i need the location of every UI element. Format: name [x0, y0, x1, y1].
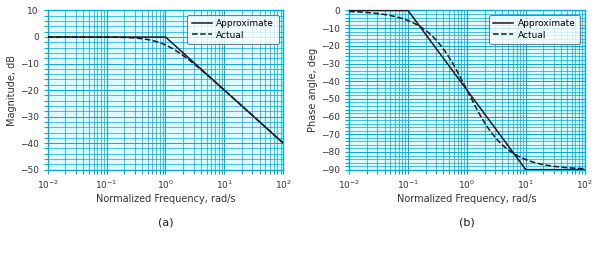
Line: Approximate: Approximate [48, 37, 283, 143]
Approximate [238, 104, 245, 107]
Approximate [521, 167, 529, 170]
Actual [539, 163, 547, 166]
Actual [220, 88, 227, 91]
Actual [134, 37, 142, 40]
Actual [436, 42, 443, 45]
Actual [197, 68, 205, 71]
Approximate [581, 168, 588, 171]
Approximate [134, 35, 142, 38]
Actual [87, 36, 94, 39]
X-axis label: Normalized Frequency, rad/s: Normalized Frequency, rad/s [96, 194, 235, 204]
Legend: Approximate, Actual: Approximate, Actual [489, 15, 580, 44]
Approximate [499, 136, 506, 140]
Approximate [280, 142, 287, 145]
Approximate [220, 88, 227, 91]
Line: Actual: Actual [48, 37, 283, 143]
Actual [185, 58, 193, 61]
Approximate [197, 67, 205, 70]
Actual [499, 143, 506, 146]
Approximate [487, 120, 494, 123]
Text: (b): (b) [459, 217, 475, 227]
Y-axis label: Phase angle, deg: Phase angle, deg [308, 48, 319, 132]
Line: Approximate: Approximate [349, 10, 584, 170]
Approximate [185, 57, 193, 60]
Actual [238, 104, 245, 107]
Actual [388, 14, 395, 17]
Approximate [44, 35, 52, 38]
Actual [346, 10, 353, 13]
X-axis label: Normalized Frequency, rad/s: Normalized Frequency, rad/s [397, 194, 536, 204]
Approximate [539, 168, 547, 171]
Approximate [388, 9, 395, 12]
Y-axis label: Magnitude, dB: Magnitude, dB [7, 55, 17, 125]
Approximate [522, 168, 529, 171]
Actual [581, 167, 588, 170]
Approximate [346, 9, 353, 12]
Text: (a): (a) [158, 217, 173, 227]
Actual [521, 158, 529, 161]
Line: Actual: Actual [349, 12, 584, 169]
Approximate [436, 51, 443, 54]
Approximate [87, 35, 94, 38]
Actual [44, 35, 52, 38]
Actual [487, 130, 494, 133]
Actual [280, 142, 287, 145]
Legend: Approximate, Actual: Approximate, Actual [187, 15, 278, 44]
